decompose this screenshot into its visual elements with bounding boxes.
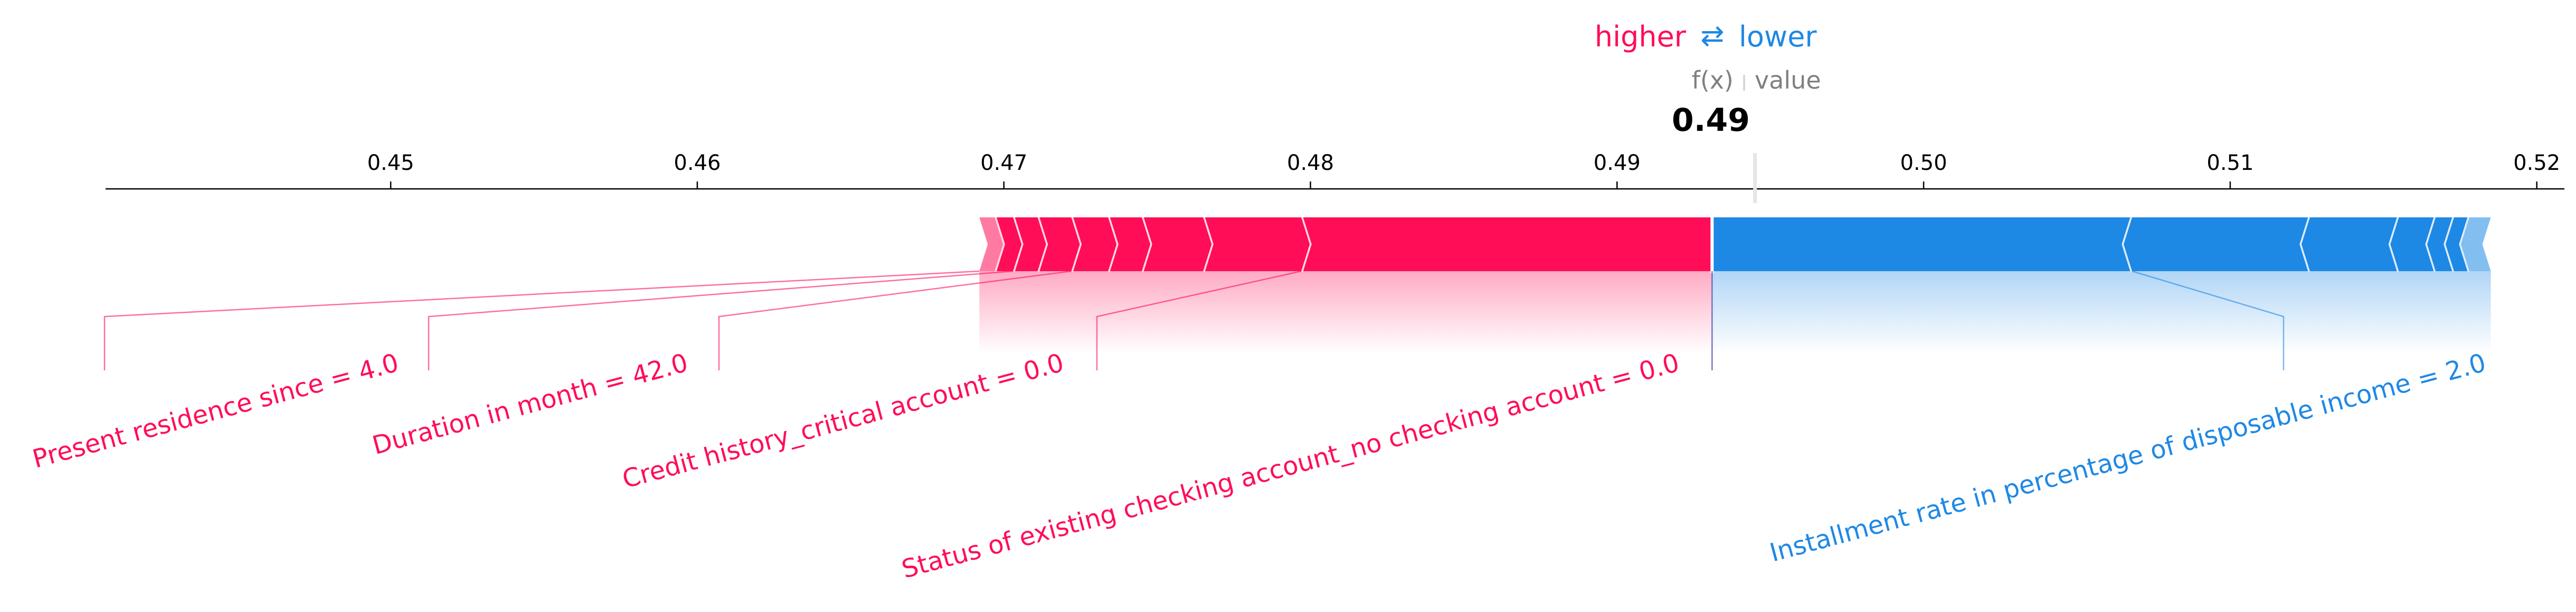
x-tick-label: 0.52 (2513, 151, 2560, 175)
x-tick-label: 0.45 (367, 151, 414, 175)
x-tick-label: 0.46 (674, 151, 721, 175)
feature-label-connector (428, 270, 1014, 370)
negative-bar-segment (2460, 217, 2491, 271)
positive-bar-segment (1037, 217, 1080, 271)
base-value-label: value (1755, 66, 1821, 94)
positive-bar-segment (1071, 217, 1117, 271)
x-tick-label: 0.48 (1287, 151, 1334, 175)
feature-label-connector (103, 270, 980, 370)
positive-bar-segment (1203, 217, 1310, 271)
legend-higher: higher (1595, 20, 1687, 53)
feature-label-connector (1096, 270, 1302, 370)
force-bars (979, 215, 2491, 273)
negative-bar-segment (2124, 217, 2310, 271)
negative-bar-segment (2390, 217, 2436, 271)
negative-bar-segment (2427, 217, 2454, 271)
positive-bar-segment (995, 217, 1022, 271)
positive-feature-label: Present residence since = 4.0 (30, 348, 402, 474)
positive-bar-segment (1108, 217, 1151, 271)
output-value: 0.49 (1672, 102, 1750, 139)
negative-shading (1712, 271, 2491, 353)
positive-bar-segment (1142, 217, 1212, 271)
negative-bar-segment (2301, 217, 2399, 271)
negative-bar-segment (1712, 217, 2133, 271)
x-tick-label: 0.50 (1900, 151, 1947, 175)
contribution-shading (979, 271, 2491, 353)
negative-feature-label: Installment rate in percentage of dispos… (1767, 348, 2489, 568)
legend-arrow-icon: ⇄ (1700, 19, 1724, 52)
x-axis: 0.45 0.46 0.47 0.48 0.49 0.50 0.51 0.52 (106, 151, 2564, 203)
positive-feature-label: Duration in month = 42.0 (369, 348, 691, 461)
positive-bar-segment (1301, 217, 1712, 271)
x-tick-label: 0.51 (2206, 151, 2253, 175)
positive-bar-segment (979, 217, 1003, 271)
x-tick-label: 0.49 (1594, 151, 1641, 175)
legend-lower: lower (1739, 20, 1817, 53)
positive-shading (979, 271, 1712, 353)
fx-label: f(x) (1692, 66, 1734, 94)
x-tick-label: 0.47 (980, 151, 1027, 175)
positive-bar-segment (1013, 217, 1046, 271)
feature-label-connector (2132, 270, 2285, 370)
feature-label-connector (718, 270, 1072, 370)
